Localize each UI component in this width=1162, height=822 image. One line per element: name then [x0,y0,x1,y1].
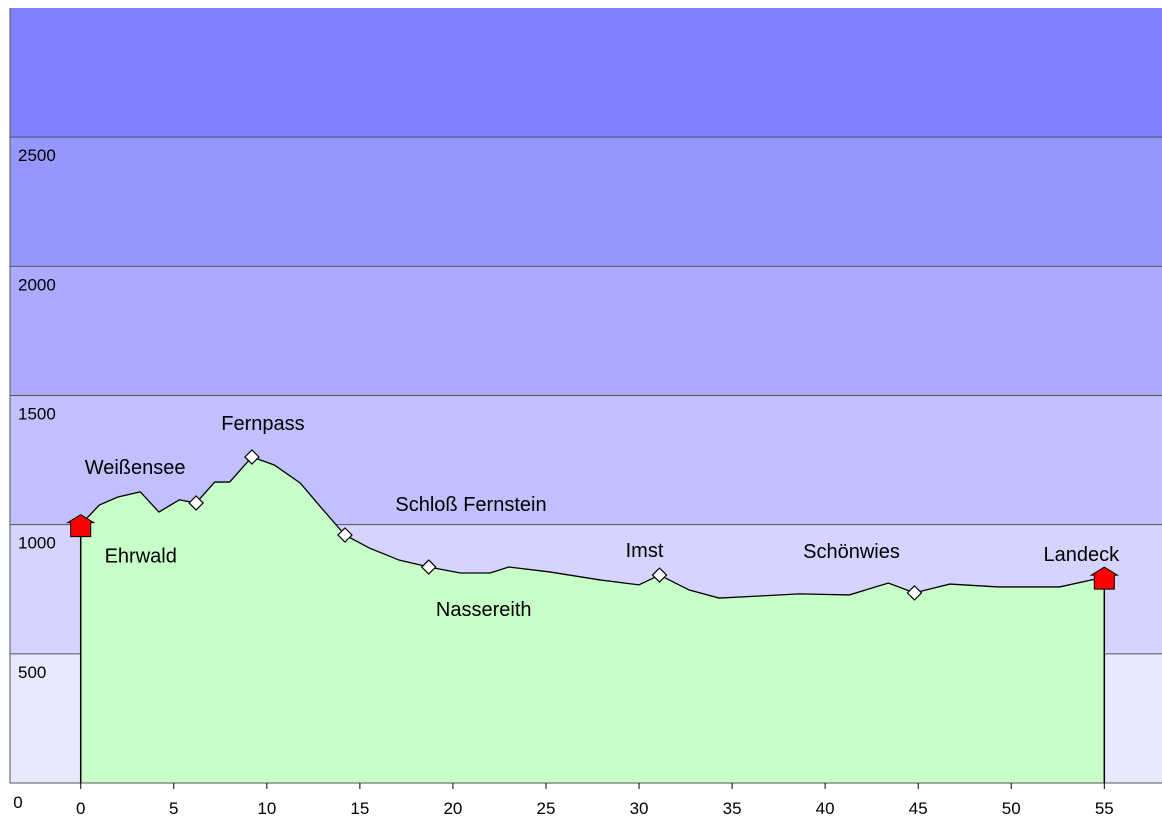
y-tick-label: 1000 [18,534,56,553]
waypoint-label: Schönwies [803,541,900,563]
y-tick-label: 0 [13,793,22,812]
x-tick-label: 55 [1095,799,1114,818]
endpoint-marker [65,514,96,538]
x-tick-label: 50 [1002,799,1021,818]
waypoint-label: Schloß Fernstein [395,494,546,516]
elevation-band [10,8,1162,138]
elevation-band [10,137,1162,267]
waypoint-label: Imst [626,540,664,562]
waypoint-marker [337,527,353,543]
y-tick-label: 1500 [18,405,56,424]
waypoint-marker [651,567,668,583]
x-tick-label: 10 [257,799,276,818]
x-tick-label: 35 [723,799,742,818]
waypoint-label: Weißensee [85,457,186,479]
y-tick-label: 2000 [18,275,56,294]
y-tick-label: 500 [18,663,46,682]
waypoint-label: Landeck [1043,544,1120,566]
waypoint-label: Nassereith [436,599,532,621]
x-tick-label: 20 [443,799,462,818]
endpoint-marker [1089,566,1120,590]
waypoint-label: Ehrwald [105,546,177,568]
x-tick-label: 5 [169,799,178,818]
x-tick-label: 0 [76,799,85,818]
waypoint-marker [906,585,923,601]
x-tick-label: 30 [630,799,649,818]
x-tick-label: 15 [350,799,369,818]
y-tick-label: 2500 [18,146,56,165]
waypoint-marker [244,449,260,465]
waypoint-marker [420,559,437,575]
x-tick-label: 45 [909,799,928,818]
area-fill [80,456,1105,783]
waypoint-label: Fernpass [221,413,304,435]
x-tick-label: 40 [816,799,835,818]
elevation-band [10,266,1162,396]
waypoint-marker [188,495,204,511]
x-tick-label: 25 [537,799,556,818]
